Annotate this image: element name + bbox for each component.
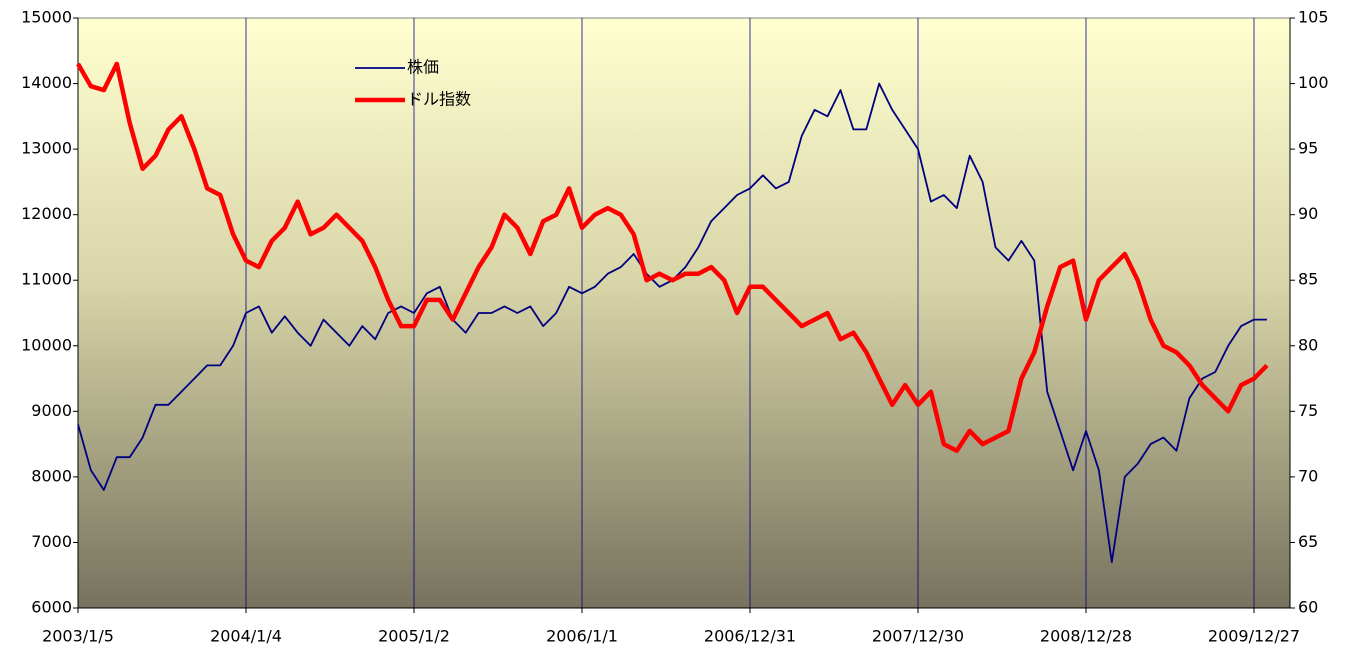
y2-tick-label: 65 [1298,532,1318,551]
x-tick-label: 2004/1/4 [210,627,282,646]
y2-tick-label: 95 [1298,139,1318,158]
y-tick-label: 9000 [31,401,72,420]
y-tick-label: 12000 [21,204,72,223]
y-tick-label: 13000 [21,139,72,158]
y2-tick-label: 90 [1298,204,1318,223]
y2-tick-label: 60 [1298,598,1318,617]
series-line [76,61,1269,453]
x-tick-label: 2003/1/5 [42,627,114,646]
y2-tick-label: 100 [1298,73,1329,92]
y-tick-label: 6000 [31,598,72,617]
y-tick-label: 8000 [31,466,72,485]
plot-area [77,17,1291,609]
y-tick-label: 7000 [31,532,72,551]
x-tick-label: 2006/1/1 [546,627,618,646]
x-tick-label: 2008/12/28 [1040,627,1132,646]
x-tick-label: 2005/1/2 [378,627,450,646]
y-tick-label: 11000 [21,270,72,289]
x-tick-label: 2006/12/31 [704,627,796,646]
y2-tick-label: 75 [1298,401,1318,420]
y2-tick-label: 105 [1298,8,1329,27]
legend-label: 株価 [407,58,439,77]
y2-tick-label: 70 [1298,466,1318,485]
x-tick-label: 2007/12/30 [872,627,964,646]
y-tick-label: 14000 [21,73,72,92]
y-tick-label: 15000 [21,8,72,27]
y2-tick-label: 80 [1298,335,1318,354]
x-tick-label: 2009/12/27 [1208,627,1300,646]
legend-label: ドル指数 [407,90,471,109]
y-tick-label: 10000 [21,335,72,354]
y2-tick-label: 85 [1298,270,1318,289]
